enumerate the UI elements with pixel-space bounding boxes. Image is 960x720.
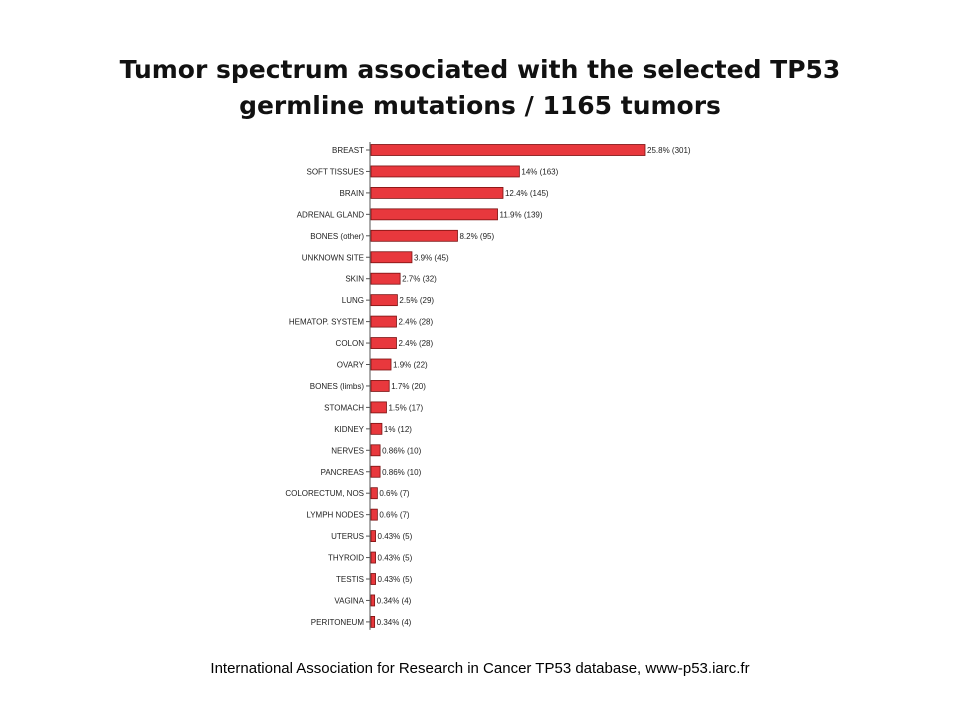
- bar: [370, 465, 381, 478]
- data-label: 0.34% (4): [377, 596, 412, 605]
- data-label: 0.43% (5): [378, 554, 413, 563]
- bar: [370, 337, 397, 349]
- bar: [370, 229, 458, 242]
- bar: [370, 594, 376, 607]
- bar: [370, 508, 378, 521]
- bar: [370, 251, 413, 264]
- data-label: 11.9% (139): [500, 210, 543, 219]
- category-label: SOFT TISSUES: [307, 167, 365, 176]
- bar: [370, 573, 376, 585]
- bar: [370, 530, 376, 542]
- category-label: UNKNOWN SITE: [302, 253, 364, 262]
- data-label: 1.5% (17): [388, 403, 423, 412]
- data-label: 2.4% (28): [398, 318, 433, 327]
- data-label: 0.43% (5): [378, 532, 413, 541]
- bar: [370, 487, 378, 500]
- bar: [370, 551, 376, 564]
- data-label: 1% (12): [384, 425, 412, 434]
- category-label: BONES (limbs): [310, 382, 365, 391]
- data-label: 1.9% (22): [393, 361, 428, 370]
- category-label: BONES (other): [310, 232, 364, 241]
- category-label: SKIN: [345, 275, 364, 284]
- category-label: LUNG: [342, 296, 364, 305]
- category-label: NERVES: [331, 446, 364, 455]
- bar: [370, 272, 401, 285]
- category-label: BREAST: [332, 146, 364, 155]
- bar: [370, 165, 520, 178]
- category-label: COLON: [336, 339, 365, 348]
- category-label: STOMACH: [324, 403, 364, 412]
- bar: [370, 208, 498, 221]
- category-label: LYMPH NODES: [306, 511, 364, 520]
- data-label: 14% (163): [521, 167, 558, 176]
- chart-title-line-1: Tumor spectrum associated with the selec…: [119, 55, 841, 84]
- chart-title: Tumor spectrum associated with the selec…: [0, 52, 960, 124]
- category-label: KIDNEY: [334, 425, 364, 434]
- data-label: 0.86% (10): [382, 446, 421, 455]
- category-label: OVARY: [337, 361, 365, 370]
- data-label: 3.9% (45): [414, 253, 449, 262]
- category-label: PANCREAS: [321, 468, 364, 477]
- category-label: BRAIN: [340, 189, 365, 198]
- bar: [370, 358, 392, 371]
- bar: [370, 380, 390, 392]
- bar: [370, 444, 381, 457]
- category-label: PERITONEUM: [311, 618, 365, 627]
- bar: [370, 422, 383, 435]
- category-label: VAGINA: [334, 596, 364, 605]
- category-label: THYROID: [328, 554, 364, 563]
- bar: [370, 315, 397, 328]
- bar: [370, 401, 387, 414]
- data-label: 12.4% (145): [505, 189, 549, 198]
- data-label: 0.43% (5): [378, 575, 413, 584]
- data-label: 8.2% (95): [459, 232, 494, 241]
- data-label: 1.7% (20): [391, 382, 426, 391]
- data-label: 2.7% (32): [402, 275, 437, 284]
- data-label: 2.5% (29): [399, 296, 434, 305]
- category-label: ADRENAL GLAND: [297, 210, 365, 219]
- category-label: HEMATOP. SYSTEM: [289, 318, 364, 327]
- category-label: COLORECTUM, NOS: [285, 489, 364, 498]
- data-label: 0.6% (7): [379, 511, 410, 520]
- bar: [370, 186, 504, 199]
- bar: [370, 144, 646, 156]
- data-label: 0.6% (7): [379, 489, 410, 498]
- source-footer: International Association for Research i…: [210, 660, 750, 677]
- data-label: 2.4% (28): [398, 339, 433, 348]
- bar: [370, 294, 398, 307]
- data-label: 0.86% (10): [382, 468, 421, 477]
- data-label: 25.8% (301): [647, 146, 691, 155]
- chart-title-line-2: germline mutations / 1165 tumors: [239, 91, 721, 120]
- data-label: 0.34% (4): [377, 618, 412, 627]
- category-label: UTERUS: [331, 532, 364, 541]
- bar: [370, 616, 376, 628]
- category-label: TESTIS: [336, 575, 364, 584]
